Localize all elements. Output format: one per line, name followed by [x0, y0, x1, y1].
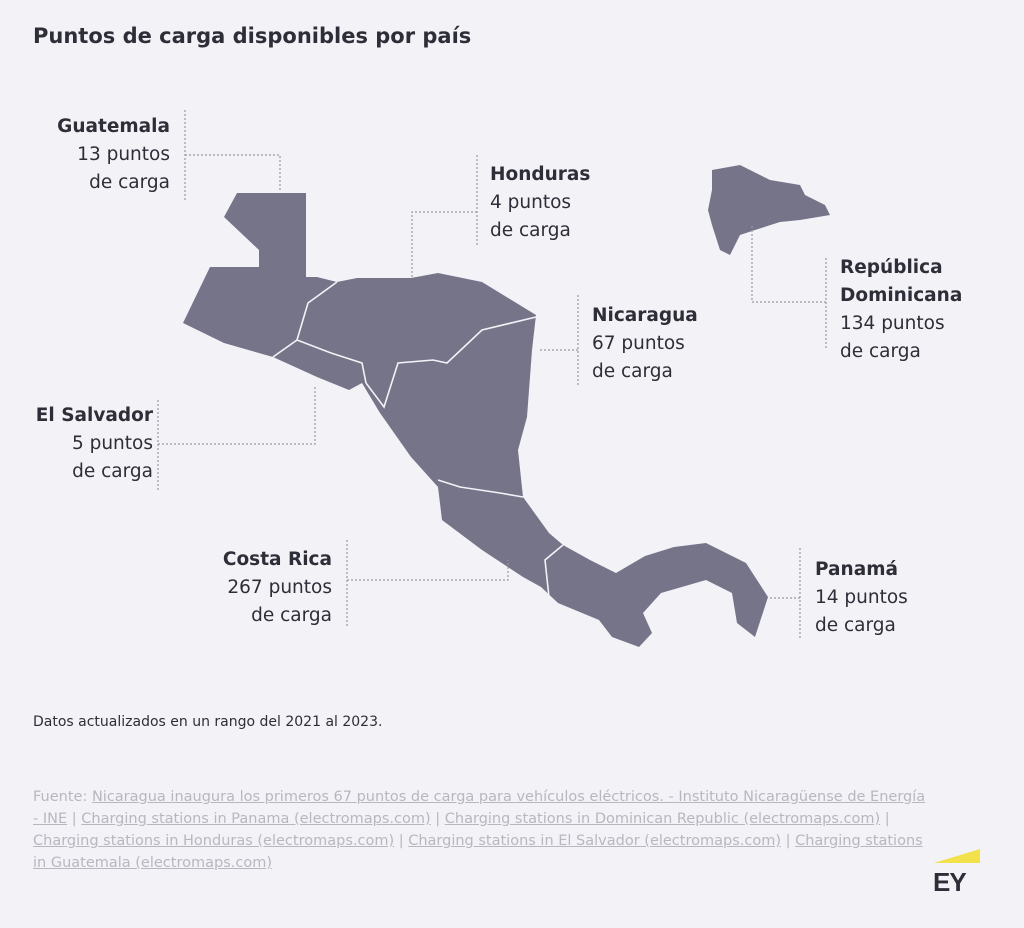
label-panama: Panamá 14 puntos de carga	[815, 556, 908, 640]
country-count: 5 puntos	[71, 433, 153, 454]
separator: |	[67, 811, 82, 827]
source-link-guatemala[interactable]: Charging stations in Guatemala (electrom…	[33, 833, 923, 871]
country-name: Panamá	[815, 559, 898, 580]
country-name: Costa Rica	[222, 549, 332, 570]
country-name-line2: Dominicana	[840, 285, 963, 306]
border-nicaragua-costa-rica	[437, 479, 524, 498]
separator: |	[430, 811, 445, 827]
separator: |	[880, 811, 890, 827]
data-note: Datos actualizados en un rango del 2021 …	[33, 714, 383, 730]
country-name: Guatemala	[57, 116, 170, 137]
border-honduras-nicaragua	[365, 316, 537, 409]
label-guatemala: Guatemala 13 puntos de carga	[57, 113, 170, 197]
country-unit: de carga	[72, 461, 153, 482]
country-unit: de carga	[251, 605, 332, 626]
country-count: 67 puntos	[592, 333, 685, 354]
country-name: El Salvador	[35, 405, 153, 426]
country-name: Nicaragua	[592, 305, 698, 326]
country-unit: de carga	[840, 341, 921, 362]
source-prefix: Fuente:	[33, 789, 92, 805]
map-shapes	[183, 165, 830, 647]
country-count: 267 puntos	[227, 577, 332, 598]
country-unit: de carga	[815, 615, 896, 636]
label-el-salvador: El Salvador 5 puntos de carga	[36, 402, 153, 486]
separator: |	[781, 833, 796, 849]
country-unit: de carga	[592, 361, 673, 382]
border-costa-rica-panama	[544, 544, 564, 604]
label-dominican-republic: República Dominicana 134 puntos de carga	[840, 254, 962, 366]
country-count: 13 puntos	[77, 144, 170, 165]
country-unit: de carga	[490, 220, 571, 241]
label-nicaragua: Nicaragua 67 puntos de carga	[592, 302, 698, 386]
logo-beam	[934, 849, 980, 863]
leader-lines	[157, 110, 827, 640]
country-count: 4 puntos	[490, 192, 572, 213]
country-name: Honduras	[490, 164, 591, 185]
dominican-republic-shape	[708, 165, 830, 255]
ey-logo: EY	[930, 845, 985, 900]
source-link-ine[interactable]: Nicaragua inaugura los primeros 67 punto…	[33, 789, 926, 827]
page-title: Puntos de carga disponibles por país	[33, 24, 472, 48]
border-guatemala-honduras	[272, 281, 338, 358]
country-borders	[272, 281, 564, 604]
label-costa-rica: Costa Rica 267 puntos de carga	[223, 546, 332, 630]
source-link-el-salvador[interactable]: Charging stations in El Salvador (electr…	[408, 833, 781, 849]
source-citation: Fuente: Nicaragua inaugura los primeros …	[33, 786, 933, 874]
logo-text: EY	[933, 867, 967, 897]
country-count: 14 puntos	[815, 587, 908, 608]
label-honduras: Honduras 4 puntos de carga	[490, 161, 590, 245]
mainland-shape	[183, 193, 768, 647]
country-count: 134 puntos	[840, 313, 945, 334]
country-name-line1: República	[840, 257, 943, 278]
source-link-honduras[interactable]: Charging stations in Honduras (electroma…	[33, 833, 395, 849]
source-link-dominican-republic[interactable]: Charging stations in Dominican Republic …	[444, 811, 881, 827]
source-link-panama[interactable]: Charging stations in Panama (electromaps…	[81, 811, 431, 827]
border-el-salvador-honduras	[296, 339, 367, 384]
country-unit: de carga	[89, 172, 170, 193]
separator: |	[394, 833, 409, 849]
